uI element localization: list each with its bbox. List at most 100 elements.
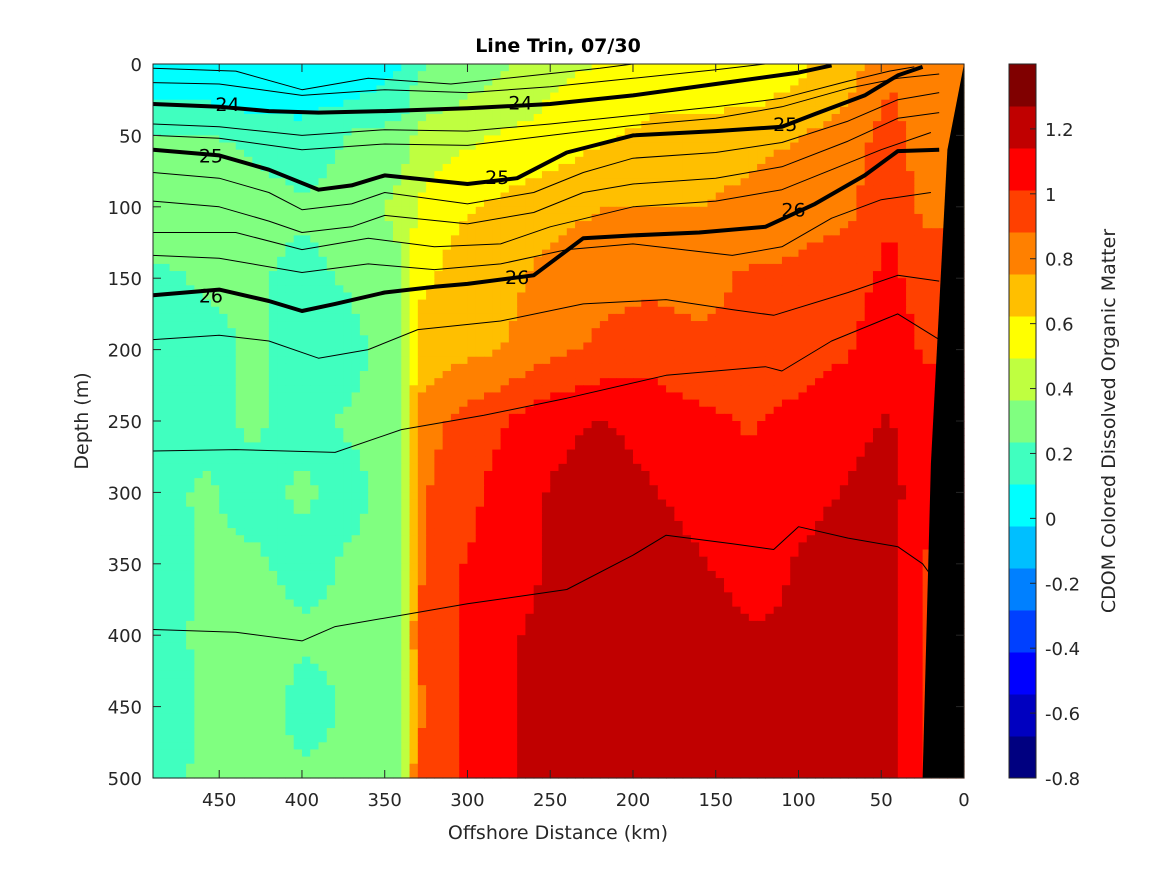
heatmap-cell	[881, 71, 891, 79]
heatmap-cell	[508, 371, 518, 379]
heatmap-cell	[541, 363, 551, 372]
heatmap-cell	[897, 221, 907, 229]
heatmap-cell	[417, 228, 427, 236]
heatmap-cell	[186, 113, 195, 122]
heatmap-cell	[401, 171, 411, 179]
heatmap-cell	[641, 113, 651, 122]
heatmap-cell	[906, 399, 915, 408]
heatmap-cell	[384, 249, 394, 258]
heatmap-cell	[343, 178, 353, 186]
heatmap-cell	[848, 378, 858, 386]
heatmap-cell	[202, 413, 212, 422]
heatmap-cell	[219, 271, 229, 279]
heatmap-cell	[450, 321, 460, 329]
heatmap-cell	[632, 263, 642, 272]
heatmap-cell	[326, 349, 336, 358]
heatmap-cell	[326, 199, 336, 208]
heatmap-cell	[409, 328, 419, 336]
heatmap-cell	[177, 392, 187, 401]
heatmap-cell	[219, 256, 229, 265]
heatmap-cell	[550, 192, 560, 201]
heatmap-cell	[244, 385, 253, 394]
heatmap-cell	[624, 321, 634, 329]
heatmap-cell	[301, 313, 311, 322]
heatmap-cell	[906, 92, 915, 101]
heatmap-cell	[806, 328, 816, 336]
heatmap-cell	[541, 235, 551, 244]
heatmap-cell	[161, 392, 171, 401]
heatmap-cell	[409, 421, 419, 429]
heatmap-cell	[914, 192, 924, 201]
heatmap-cell	[839, 299, 849, 308]
heatmap-cell	[583, 121, 593, 129]
heatmap-cell	[740, 256, 750, 265]
heatmap-cell	[318, 78, 328, 87]
heatmap-cell	[351, 278, 361, 286]
heatmap-cell	[442, 171, 452, 179]
heatmap-cell	[690, 313, 700, 322]
heatmap-cell	[293, 142, 303, 151]
heatmap-cell	[508, 121, 518, 129]
heatmap-cell	[715, 235, 725, 244]
heatmap-cell	[392, 128, 402, 136]
heatmap-cell	[525, 192, 535, 201]
heatmap-cell	[724, 228, 733, 236]
heatmap-cell	[839, 328, 849, 336]
heatmap-cell	[459, 206, 469, 215]
heatmap-cell	[682, 285, 692, 294]
heatmap-cell	[285, 349, 295, 358]
heatmap-cell	[599, 278, 609, 286]
heatmap-cell	[872, 249, 882, 258]
heatmap-cell	[318, 221, 328, 229]
heatmap-cell	[707, 299, 717, 308]
heatmap-cell	[608, 156, 618, 165]
heatmap-cell	[467, 285, 477, 294]
heatmap-cell	[823, 85, 833, 94]
heatmap-cell	[864, 249, 874, 258]
heatmap-cell	[442, 121, 452, 129]
heatmap-cell	[417, 242, 427, 251]
heatmap-cell	[450, 221, 460, 229]
heatmap-cell	[608, 78, 618, 87]
heatmap-cell	[268, 406, 278, 415]
heatmap-cell	[790, 371, 800, 379]
heatmap-cell	[897, 106, 907, 115]
heatmap-cell	[541, 321, 551, 329]
heatmap-cell	[409, 242, 419, 251]
heatmap-cell	[831, 328, 841, 336]
heatmap-cell	[517, 128, 526, 136]
heatmap-cell	[459, 256, 469, 265]
heatmap-cell	[657, 299, 667, 308]
heatmap-cell	[765, 378, 775, 386]
heatmap-cell	[914, 385, 924, 394]
heatmap-cell	[335, 306, 344, 315]
heatmap-cell	[384, 321, 394, 329]
heatmap-cell	[335, 335, 344, 344]
heatmap-cell	[608, 149, 618, 158]
heatmap-cell	[657, 292, 667, 301]
heatmap-cell	[897, 235, 907, 244]
heatmap-cell	[732, 406, 742, 415]
heatmap-cell	[707, 185, 717, 194]
heatmap-cell	[541, 121, 551, 129]
heatmap-cell	[343, 192, 353, 201]
heatmap-cell	[922, 421, 932, 429]
heatmap-cell	[384, 235, 394, 244]
heatmap-cell	[872, 256, 882, 265]
heatmap-cell	[260, 321, 270, 329]
heatmap-cell	[194, 256, 204, 265]
heatmap-cell	[682, 64, 692, 72]
heatmap-cell	[740, 206, 750, 215]
heatmap-cell	[508, 356, 518, 365]
heatmap-cell	[202, 156, 212, 165]
heatmap-cell	[748, 413, 758, 422]
heatmap-cell	[484, 106, 493, 115]
heatmap-cell	[641, 249, 651, 258]
heatmap-cell	[591, 256, 601, 265]
heatmap-cell	[442, 156, 452, 165]
heatmap-cell	[343, 92, 353, 101]
heatmap-cell	[525, 142, 535, 151]
heatmap-cell	[599, 328, 609, 336]
heatmap-cell	[575, 192, 584, 201]
heatmap-cell	[202, 385, 212, 394]
